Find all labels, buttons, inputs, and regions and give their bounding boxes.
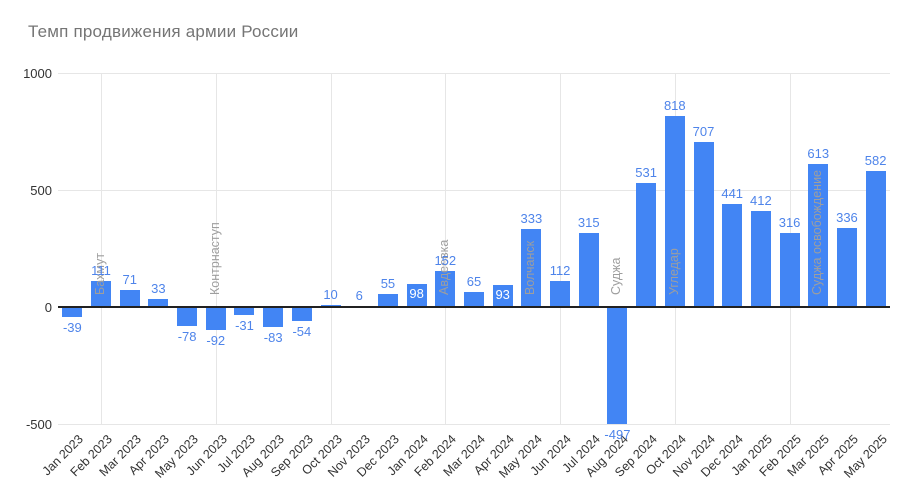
bar-value-label: 6	[355, 287, 363, 303]
bar	[836, 228, 857, 307]
bar-value-label: 613	[807, 145, 830, 161]
bar-value-label: 71	[122, 272, 137, 288]
bar	[750, 210, 771, 307]
bar	[234, 308, 255, 316]
bar	[808, 163, 829, 307]
bar	[550, 280, 571, 307]
bar	[62, 308, 83, 318]
bar-value-label: 333	[520, 211, 543, 227]
y-gridline	[58, 73, 890, 74]
bar	[664, 115, 685, 307]
bar-value-label: 65	[466, 273, 482, 289]
bar-value-label: 315	[577, 215, 600, 231]
bar	[119, 290, 140, 307]
bar	[263, 308, 284, 328]
bar-annotation: Суджа освобождение	[810, 169, 825, 295]
bar-value-label: -78	[177, 329, 197, 345]
bar-value-label: 152	[434, 253, 457, 269]
bar-annotation: Суджа	[609, 257, 624, 295]
bar-value-label: 112	[549, 262, 571, 278]
y-axis-tick-label: 1000	[23, 66, 52, 81]
bar-value-label: 111	[91, 263, 111, 279]
bar-value-label: 412	[750, 192, 772, 208]
chart-title: Темп продвижения армии России	[28, 22, 299, 41]
bar	[693, 141, 714, 307]
bar-annotation: Угледар	[666, 248, 681, 295]
bar-value-label: 10	[323, 286, 338, 302]
bar	[435, 271, 456, 307]
x-gridline	[215, 73, 217, 424]
bar	[521, 229, 542, 307]
bar-value-label: 316	[778, 215, 801, 231]
bar-value-label: 441	[721, 185, 744, 201]
bar-value-label: 336	[836, 210, 858, 226]
y-axis-tick-label: -500	[25, 417, 52, 432]
bar	[91, 281, 112, 307]
bar-value-label: -39	[62, 320, 82, 336]
bar	[722, 203, 743, 307]
x-gridline	[560, 73, 562, 424]
bar	[177, 308, 198, 327]
bar	[578, 233, 599, 307]
bar-value-label: 582	[864, 152, 887, 168]
bar	[865, 170, 886, 307]
bar	[464, 291, 484, 307]
bar	[291, 308, 312, 321]
bar	[320, 304, 341, 307]
bar-value-label: 531	[635, 164, 657, 180]
x-gridline	[445, 73, 447, 424]
bar	[607, 308, 628, 425]
bar-value-label: 93	[495, 287, 510, 303]
y-gridline	[58, 190, 890, 191]
bar-value-label: -54	[292, 323, 312, 339]
bar-value-label: 707	[692, 123, 715, 139]
bar-value-label: 98	[409, 286, 424, 302]
bar-value-label: -92	[206, 332, 226, 348]
y-axis-tick-label: 0	[44, 300, 52, 315]
bar	[406, 284, 427, 307]
bar-annotation: Контрнаступ	[207, 222, 222, 295]
x-gridline	[330, 73, 332, 424]
bar	[377, 294, 398, 307]
y-gridline	[58, 424, 890, 425]
bar-value-label: -31	[235, 318, 254, 334]
bar	[148, 299, 169, 307]
bar	[779, 233, 800, 307]
bar-value-label: -83	[263, 330, 283, 346]
bar-value-label: 818	[663, 97, 686, 113]
bar	[636, 182, 657, 307]
bar-value-label: 33	[151, 281, 166, 297]
zero-axis-line	[58, 306, 890, 308]
bar	[492, 285, 513, 307]
bar	[205, 308, 226, 330]
bar-value-label: -497	[604, 427, 631, 443]
bar-value-label: 55	[380, 276, 396, 292]
x-gridline	[101, 73, 103, 424]
y-axis-tick-label: 500	[30, 183, 52, 198]
